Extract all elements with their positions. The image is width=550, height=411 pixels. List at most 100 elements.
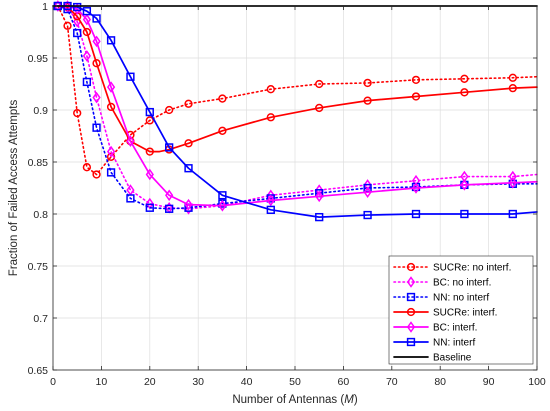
legend-label: BC: interf. <box>433 323 477 334</box>
data-point-sucre-no-interf <box>460 74 469 83</box>
x-tick-label: 50 <box>289 376 301 388</box>
legend-label: NN: interf <box>433 338 475 349</box>
legend-entry-bc-interf: BC: interf. <box>393 321 477 334</box>
data-point-nn-interf <box>411 209 421 219</box>
data-point-bc-interf <box>165 189 174 202</box>
series-line-sucre-interf <box>56 5 538 153</box>
data-point-bc-interf <box>126 135 135 147</box>
data-point-sucre-no-interf <box>363 78 372 88</box>
legend: SUCRe: no interf. BC: no interf. NN: no in… <box>388 255 534 365</box>
data-point-nn-interf <box>266 205 275 214</box>
data-point-sucre-interf <box>508 84 517 93</box>
series-sucre-interf <box>53 1 538 156</box>
data-point-bc-no-interf <box>106 145 116 158</box>
legend-marker <box>406 262 416 272</box>
data-point-bc-interf <box>184 198 193 211</box>
legend-label: SUCRe: no interf. <box>433 263 511 274</box>
data-point-sucre-no-interf <box>266 85 275 94</box>
x-axis-label: Number of Antennas (M) <box>232 394 357 406</box>
legend-marker <box>406 321 416 333</box>
data-point-sucre-no-interf <box>184 99 193 108</box>
legend-entries: SUCRe: no interf. BC: no interf. NN: no in… <box>393 262 511 364</box>
data-point-bc-interf <box>508 177 517 189</box>
y-tick-label: 0.8 <box>33 209 48 221</box>
data-point-nn-no-interf <box>73 28 82 38</box>
data-point-sucre-interf <box>411 92 421 101</box>
data-point-sucre-no-interf <box>63 21 72 30</box>
data-point-sucre-interf <box>82 27 92 37</box>
data-point-nn-interf <box>106 36 116 45</box>
data-point-nn-no-interf <box>165 204 174 213</box>
legend-marker <box>406 337 416 347</box>
legend-entry-sucre-no-interf: SUCRe: no interf. <box>393 262 511 274</box>
data-point-nn-interf <box>460 209 469 219</box>
data-point-sucre-interf <box>106 102 116 112</box>
data-point-nn-no-interf <box>92 123 101 132</box>
data-point-sucre-interf <box>145 147 154 156</box>
y-axis-label: Fraction of Failed Access Attempts <box>8 100 20 277</box>
series-nn-interf <box>53 1 538 222</box>
data-point-sucre-no-interf <box>218 94 227 103</box>
x-tick-label: 70 <box>386 376 398 388</box>
data-point-sucre-interf <box>266 113 275 122</box>
data-point-nn-no-interf <box>126 194 135 203</box>
data-point-bc-interf <box>53 0 62 12</box>
data-point-sucre-interf <box>218 126 227 135</box>
data-point-bc-interf <box>106 81 116 93</box>
data-point-nn-no-interf <box>106 168 116 177</box>
legend-entry-nn-no-interf: NN: no interf <box>393 292 489 304</box>
data-point-sucre-no-interf <box>315 79 324 89</box>
legend-entry-bc-no-interf: BC: no interf. <box>393 276 491 289</box>
legend-marker <box>406 307 416 317</box>
data-point-sucre-no-interf <box>411 75 421 84</box>
data-point-bc-interf <box>63 0 72 12</box>
series-line-nn-no-interf <box>57 5 538 210</box>
legend-label: SUCRe: interf. <box>433 308 497 319</box>
x-axis-label-variable: M <box>344 394 354 406</box>
data-point-sucre-no-interf <box>508 73 517 82</box>
data-point-bc-interf <box>315 190 324 203</box>
data-point-bc-interf <box>411 182 421 194</box>
axis-ticks: 0 10 20 30 40 50 60 70 80 90 100 0.65 0.7 0.75 0.8 0.85… <box>28 1 546 388</box>
series-bc-interf <box>53 0 538 212</box>
data-point-sucre-no-interf <box>165 105 174 115</box>
data-point-nn-interf <box>82 7 92 16</box>
x-tick-label: 90 <box>483 376 495 388</box>
data-point-bc-no-interf <box>315 184 324 196</box>
data-point-bc-no-interf <box>92 91 101 104</box>
data-point-sucre-no-interf <box>145 116 154 125</box>
data-point-sucre-no-interf <box>73 108 82 118</box>
series-line-nn-interf <box>56 5 538 218</box>
y-tick-label: 0.65 <box>28 365 49 377</box>
data-point-bc-no-interf <box>411 174 421 187</box>
data-point-nn-interf <box>184 164 193 173</box>
data-point-bc-interf <box>145 168 154 181</box>
data-point-sucre-interf <box>184 139 193 148</box>
data-point-nn-interf <box>165 143 174 152</box>
data-point-bc-interf <box>460 179 469 191</box>
data-point-nn-interf <box>126 72 135 81</box>
legend-label: Baseline <box>433 353 472 364</box>
legend-entry-sucre-interf: SUCRe: interf. <box>393 307 497 319</box>
x-tick-label: 20 <box>144 376 156 388</box>
data-point-sucre-interf <box>363 96 372 105</box>
data-point-bc-no-interf <box>82 50 92 62</box>
series-line-sucre-no-interf <box>57 5 538 176</box>
x-tick-label: 10 <box>96 376 108 388</box>
x-tick-label: 40 <box>241 376 253 388</box>
legend-label: BC: no interf. <box>433 278 491 289</box>
data-point-sucre-interf <box>315 103 324 113</box>
data-point-nn-interf <box>315 212 324 222</box>
y-tick-label: 0.9 <box>33 105 48 117</box>
y-tick-label: 0.7 <box>33 313 48 325</box>
x-tick-label: 80 <box>434 376 446 388</box>
y-tick-label: 0.85 <box>28 157 49 169</box>
y-tick-label: 0.95 <box>28 53 49 65</box>
legend-marker <box>406 292 416 302</box>
x-tick-label: 100 <box>528 376 546 388</box>
data-point-nn-interf <box>92 14 101 23</box>
legend-marker <box>406 276 416 288</box>
data-point-sucre-interf <box>460 88 469 97</box>
legend-label: NN: no interf <box>433 293 489 304</box>
